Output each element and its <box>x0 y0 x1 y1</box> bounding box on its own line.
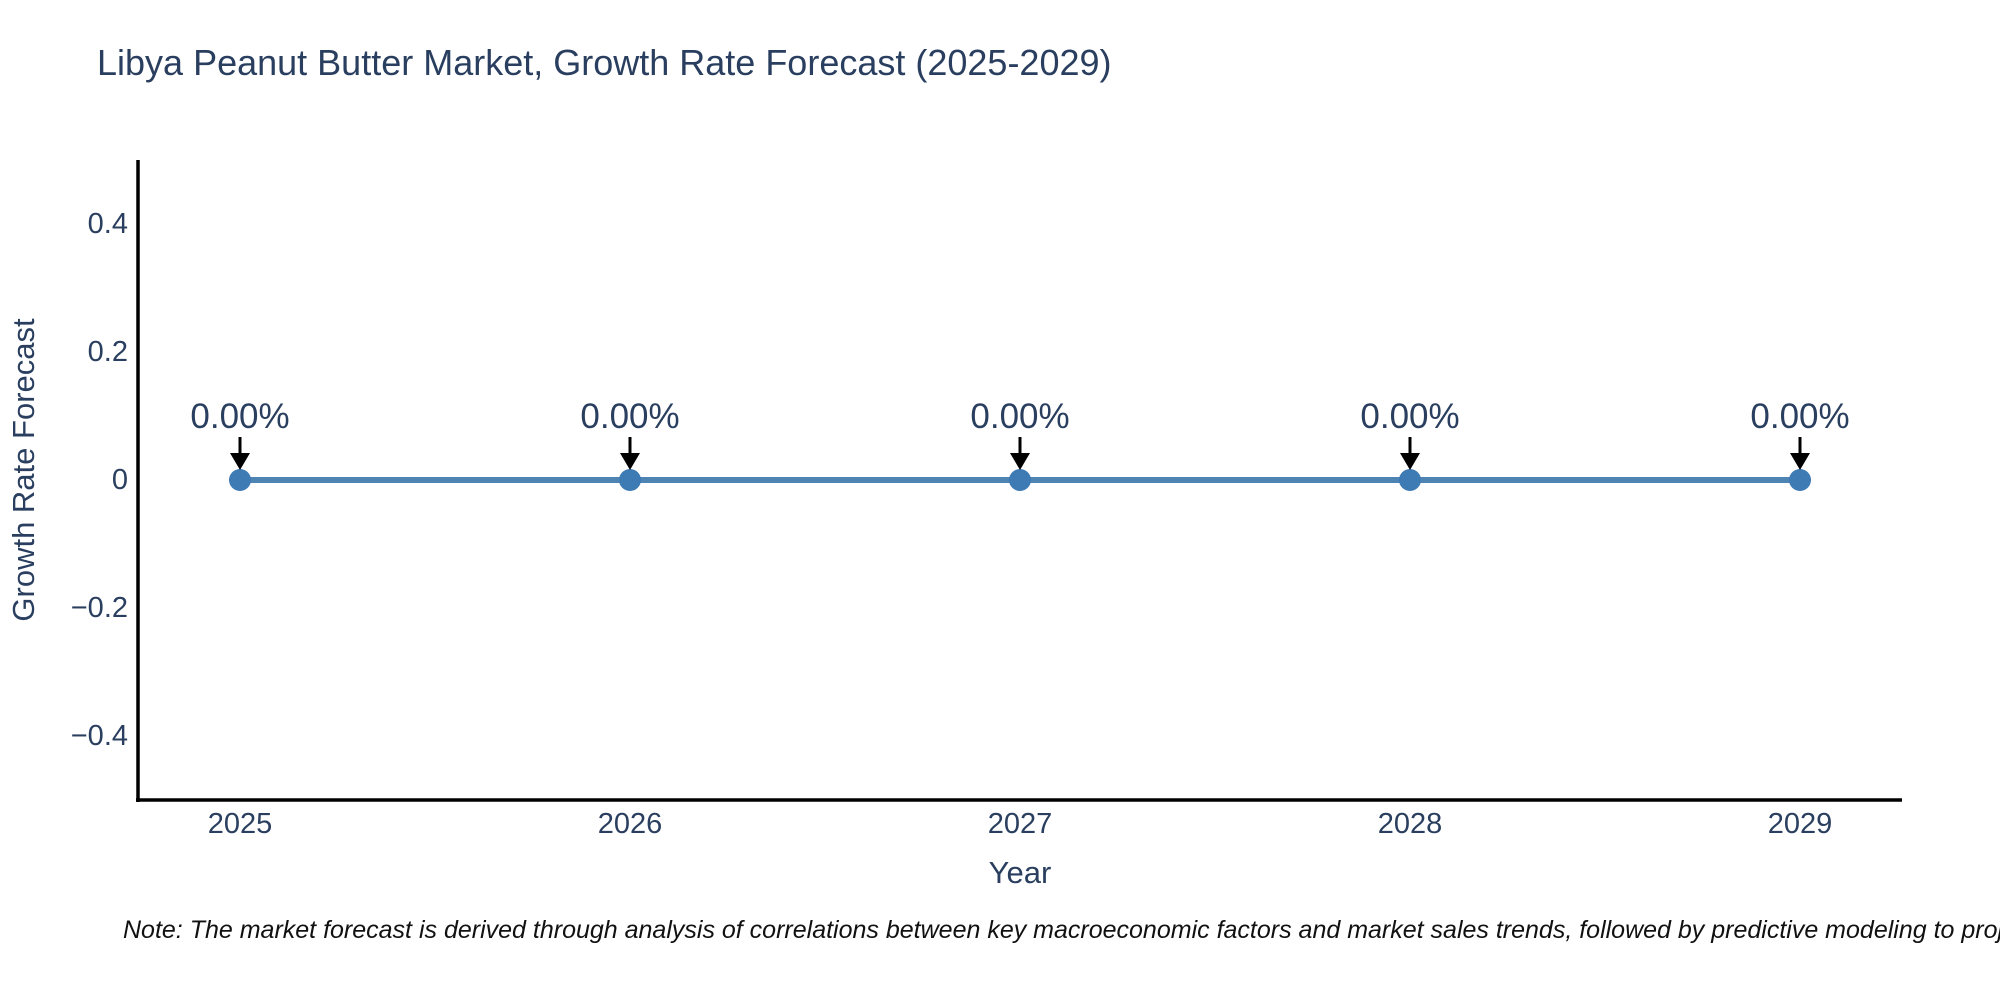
annotation-arrow-head <box>1790 453 1810 470</box>
y-tick-label: 0.4 <box>87 208 128 240</box>
data-point-marker <box>1789 469 1811 491</box>
annotation-arrow-head <box>1400 453 1420 470</box>
y-tick-label: −0.4 <box>70 720 128 752</box>
annotation-arrow-head <box>620 453 640 470</box>
x-tick-label: 2027 <box>987 808 1053 840</box>
data-point-marker <box>229 469 251 491</box>
y-tick-label: −0.2 <box>70 592 128 624</box>
chart-footnote: Note: The market forecast is derived thr… <box>123 916 2000 944</box>
data-point-label: 0.00% <box>1360 397 1460 436</box>
data-point-label: 0.00% <box>580 397 680 436</box>
y-tick-label: 0.2 <box>87 336 128 368</box>
annotation-arrow-head <box>230 453 250 470</box>
x-axis-title: Year <box>988 855 1052 890</box>
data-point-label: 0.00% <box>1750 397 1850 436</box>
data-point-marker <box>1009 469 1031 491</box>
x-tick-label: 2029 <box>1767 808 1833 840</box>
y-tick-label: 0 <box>111 464 128 496</box>
data-point-label: 0.00% <box>190 397 290 436</box>
data-point-label: 0.00% <box>970 397 1070 436</box>
data-point-marker <box>619 469 641 491</box>
x-tick-label: 2026 <box>597 808 663 840</box>
x-tick-label: 2028 <box>1377 808 1443 840</box>
data-point-marker <box>1399 469 1421 491</box>
y-axis-title: Growth Rate Forecast <box>6 318 41 622</box>
x-tick-label: 2025 <box>207 808 273 840</box>
annotation-arrow-head <box>1010 453 1030 470</box>
chart-title: Libya Peanut Butter Market, Growth Rate … <box>97 42 1112 83</box>
